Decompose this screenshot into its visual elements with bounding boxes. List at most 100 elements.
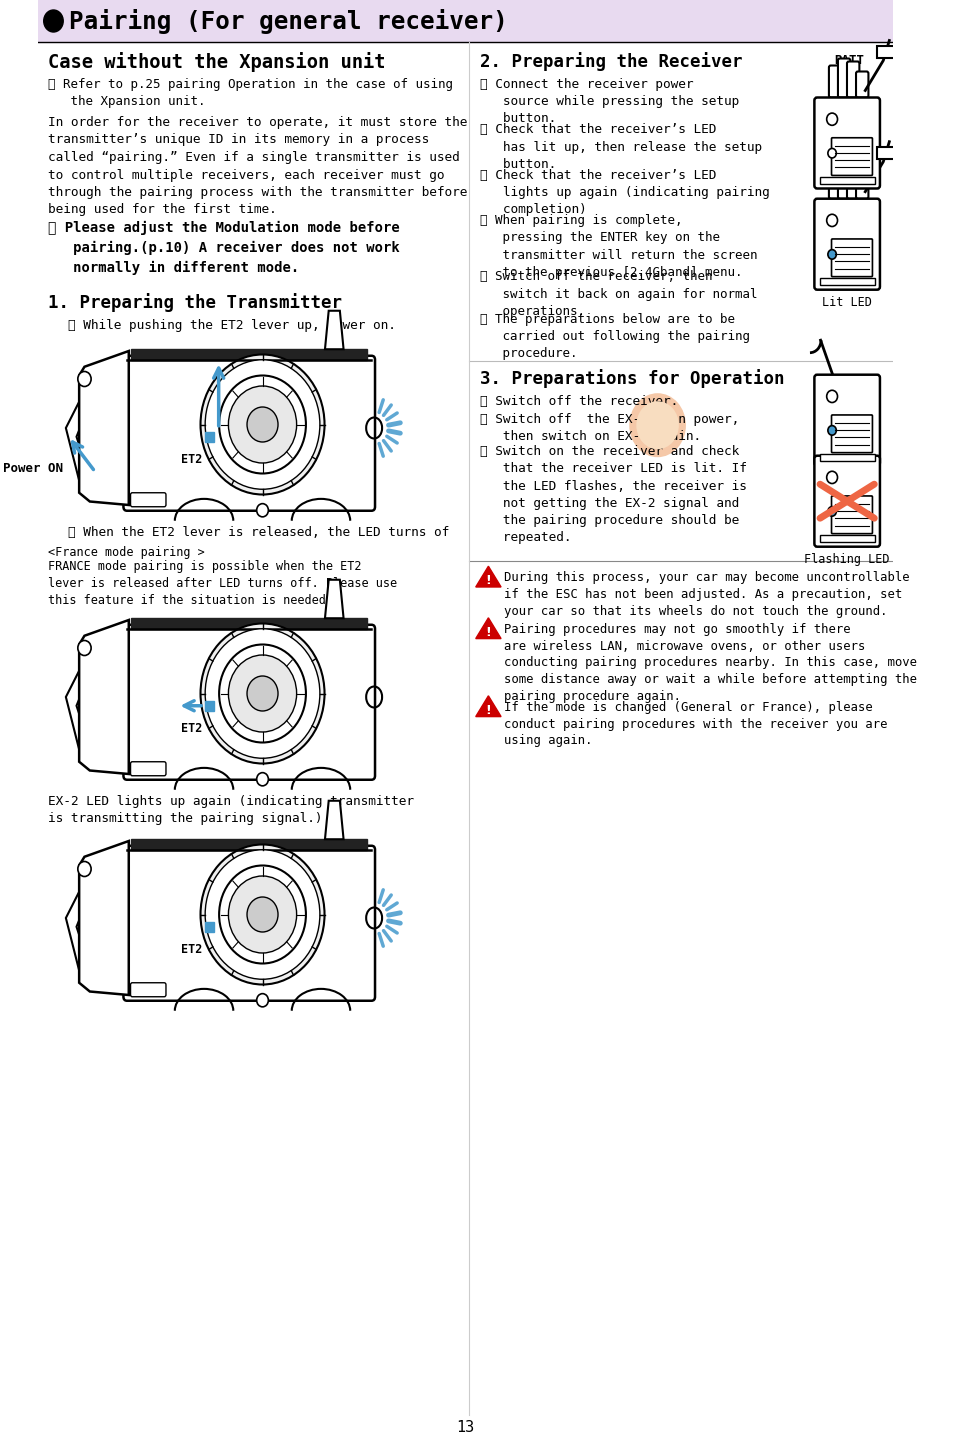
Polygon shape (66, 401, 90, 481)
FancyBboxPatch shape (829, 66, 841, 98)
Text: <France mode pairing >: <France mode pairing > (48, 545, 205, 558)
Bar (131, 839, 367, 850)
Text: ③ Check that the receiver’s LED
   lights up again (indicating pairing
   comple: ③ Check that the receiver’s LED lights u… (479, 168, 769, 216)
Text: 13: 13 (456, 1420, 474, 1436)
Text: ③ Switch on the receiver and check
   that the receiver LED is lit. If
   the LE: ③ Switch on the receiver and check that … (479, 445, 747, 544)
FancyBboxPatch shape (832, 414, 872, 453)
Text: During this process, your car may become uncontrollable
if the ESC has not been : During this process, your car may become… (504, 571, 910, 617)
Text: 1. Preparing the Transmitter: 1. Preparing the Transmitter (48, 294, 342, 312)
Circle shape (247, 676, 278, 711)
Bar (131, 350, 367, 360)
Bar (877, 46, 898, 58)
Polygon shape (79, 620, 128, 774)
Text: FRANCE mode pairing is possible when the ET2
lever is released after LED turns o: FRANCE mode pairing is possible when the… (48, 560, 397, 607)
Circle shape (828, 507, 837, 517)
FancyBboxPatch shape (847, 163, 860, 199)
Circle shape (201, 354, 325, 495)
FancyBboxPatch shape (829, 167, 841, 199)
Polygon shape (66, 671, 90, 750)
Bar (131, 619, 367, 629)
FancyBboxPatch shape (832, 138, 872, 176)
Circle shape (629, 393, 686, 458)
Text: Pairing procedures may not go smoothly if there
are wireless LAN, microwave oven: Pairing procedures may not go smoothly i… (504, 623, 918, 704)
Text: ① Switch off the receiver.: ① Switch off the receiver. (479, 396, 678, 409)
FancyBboxPatch shape (856, 173, 868, 199)
FancyBboxPatch shape (130, 492, 166, 507)
Text: Power ON: Power ON (3, 462, 63, 475)
FancyBboxPatch shape (814, 98, 880, 189)
FancyBboxPatch shape (832, 496, 872, 534)
Text: ET2: ET2 (181, 453, 202, 466)
Circle shape (205, 629, 320, 758)
Polygon shape (66, 892, 90, 970)
Text: !: ! (486, 704, 492, 717)
Polygon shape (475, 696, 501, 717)
FancyBboxPatch shape (832, 239, 872, 276)
FancyBboxPatch shape (124, 846, 375, 1000)
FancyBboxPatch shape (124, 355, 375, 511)
Text: ※ Switch off the receiver, then
   switch it back on again for normal
   operati: ※ Switch off the receiver, then switch i… (479, 271, 757, 318)
Text: ※ Please adjust the Modulation mode before
   pairing.(p.10) A receiver does not: ※ Please adjust the Modulation mode befo… (48, 222, 400, 275)
FancyBboxPatch shape (124, 625, 375, 780)
Bar (820, 535, 874, 543)
Text: ② Switch off  the EX-2 main power,
   then switch on EX-2 again.: ② Switch off the EX-2 main power, then s… (479, 413, 739, 443)
Text: !: ! (486, 574, 492, 587)
Circle shape (219, 376, 306, 473)
Bar (205, 922, 213, 931)
Text: Lit LED: Lit LED (822, 472, 872, 485)
Bar (38, 0, 894, 42)
Circle shape (78, 862, 91, 876)
Polygon shape (79, 351, 128, 505)
Circle shape (827, 390, 838, 403)
Circle shape (228, 386, 297, 463)
Polygon shape (79, 840, 128, 994)
Text: If the mode is changed (General or France), please
conduct pairing procedures wi: If the mode is changed (General or Franc… (504, 701, 888, 747)
Text: Flashing LED: Flashing LED (805, 553, 890, 566)
Polygon shape (475, 566, 501, 587)
Polygon shape (325, 311, 344, 350)
Circle shape (205, 360, 320, 489)
Circle shape (205, 850, 320, 980)
Text: ※ The preparations below are to be
   carried out following the pairing
   proce: ※ The preparations below are to be carri… (479, 312, 750, 360)
Circle shape (78, 371, 91, 387)
FancyBboxPatch shape (814, 374, 880, 466)
Circle shape (257, 773, 269, 786)
Circle shape (247, 896, 278, 932)
Circle shape (247, 407, 278, 442)
Circle shape (257, 504, 269, 517)
Bar (205, 432, 213, 442)
Circle shape (827, 114, 838, 125)
Circle shape (201, 623, 325, 764)
Text: ① While pushing the ET2 lever up, power on.: ① While pushing the ET2 lever up, power … (68, 319, 395, 332)
Polygon shape (325, 580, 344, 619)
FancyBboxPatch shape (847, 62, 860, 98)
Bar (820, 455, 874, 460)
Circle shape (257, 994, 269, 1007)
Circle shape (201, 845, 325, 984)
Text: ET2: ET2 (181, 722, 202, 735)
Text: ※ When pairing is complete,
   pressing the ENTER key on the
   transmitter will: ※ When pairing is complete, pressing the… (479, 214, 757, 279)
Text: Pairing (For general receiver): Pairing (For general receiver) (70, 10, 508, 35)
Text: 3. Preparations for Operation: 3. Preparations for Operation (479, 370, 784, 389)
Circle shape (228, 876, 297, 953)
Text: EX-2 LED lights up again (indicating transmitter
is transmitting the pairing sig: EX-2 LED lights up again (indicating tra… (48, 794, 414, 825)
Circle shape (219, 865, 306, 964)
Text: 2. Preparing the Receiver: 2. Preparing the Receiver (479, 52, 742, 71)
Circle shape (219, 645, 306, 743)
FancyBboxPatch shape (838, 59, 850, 98)
Polygon shape (475, 617, 501, 639)
Circle shape (827, 214, 838, 226)
Circle shape (78, 640, 91, 656)
Text: !: ! (486, 626, 492, 639)
Bar (820, 278, 874, 285)
Text: ET2: ET2 (181, 943, 202, 955)
Circle shape (43, 10, 63, 32)
Bar (820, 177, 874, 184)
Text: In order for the receiver to operate, it must store the
transmitter’s unique ID : In order for the receiver to operate, it… (48, 117, 468, 216)
FancyBboxPatch shape (130, 761, 166, 776)
Text: ① Connect the receiver power
   source while pressing the setup
   button.: ① Connect the receiver power source whil… (479, 78, 739, 125)
Circle shape (827, 472, 838, 484)
Circle shape (228, 655, 297, 732)
Text: Lit LED: Lit LED (822, 296, 872, 309)
Circle shape (828, 249, 837, 259)
